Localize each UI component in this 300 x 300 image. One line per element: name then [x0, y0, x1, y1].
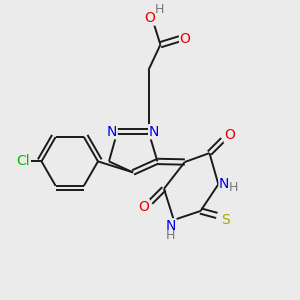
Text: N: N	[149, 125, 159, 139]
Text: O: O	[224, 128, 235, 142]
Text: O: O	[145, 11, 155, 25]
Text: O: O	[180, 32, 190, 46]
Text: Cl: Cl	[16, 154, 30, 168]
Text: H: H	[166, 229, 176, 242]
Text: N: N	[166, 219, 176, 233]
Text: H: H	[155, 3, 164, 16]
Text: S: S	[221, 213, 230, 227]
Text: N: N	[219, 177, 230, 191]
Text: H: H	[229, 181, 238, 194]
Text: O: O	[138, 200, 149, 214]
Text: N: N	[107, 125, 117, 139]
